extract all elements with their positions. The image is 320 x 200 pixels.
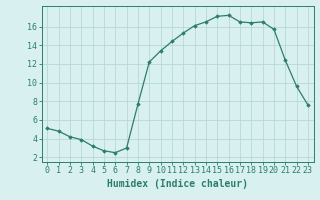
X-axis label: Humidex (Indice chaleur): Humidex (Indice chaleur)	[107, 179, 248, 189]
